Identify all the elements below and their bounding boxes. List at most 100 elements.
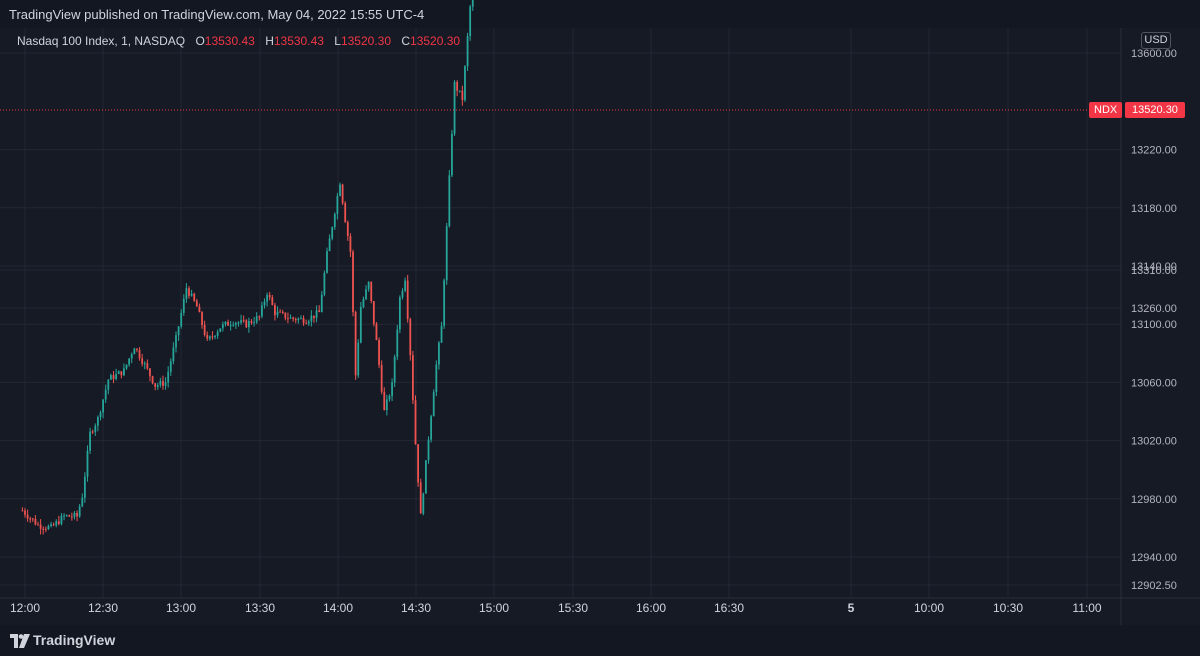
- candle-body: [76, 512, 78, 517]
- candle-body: [393, 356, 396, 383]
- candle-body: [159, 380, 162, 386]
- currency-button[interactable]: USD: [1141, 32, 1171, 49]
- candle-body: [411, 355, 414, 401]
- candle-body: [188, 288, 190, 296]
- candle-body: [237, 322, 240, 324]
- y-tick-label: 13020.00: [1131, 436, 1177, 448]
- candle-body: [125, 364, 128, 369]
- candle-body: [180, 312, 183, 327]
- candle-body: [279, 311, 282, 313]
- candle-body: [73, 512, 76, 517]
- candle-body: [247, 321, 250, 328]
- candle-body: [31, 518, 34, 520]
- candle-body: [451, 133, 453, 176]
- candle-body: [281, 311, 284, 313]
- candle-body: [219, 328, 222, 332]
- tradingview-brand[interactable]: TradingView: [10, 632, 115, 648]
- candle-body: [78, 506, 81, 517]
- candle-body: [380, 364, 383, 392]
- chart-svg[interactable]: 12902.50 12940.00 12980.00 13020.00 13060.00…: [0, 0, 1200, 625]
- candle-body: [242, 320, 245, 322]
- candle-body: [336, 195, 339, 214]
- candle-body: [305, 323, 308, 325]
- open-value: 13530.43: [204, 34, 255, 48]
- y-tick-label: 13180.00: [1131, 203, 1177, 215]
- candle-body: [258, 316, 261, 318]
- candle-body: [333, 213, 336, 228]
- candle-body: [94, 425, 97, 432]
- candle-body: [175, 335, 177, 348]
- candle-body: [107, 379, 110, 390]
- candle-body: [86, 450, 89, 477]
- x-tick-label: 15:30: [558, 601, 588, 615]
- candle-body: [271, 297, 274, 305]
- candle-body: [89, 431, 91, 451]
- candle-body: [294, 318, 297, 321]
- candle-body: [328, 238, 331, 252]
- last-price-label: 13520.30: [1125, 102, 1185, 118]
- candle-body: [339, 184, 341, 196]
- candle-body: [193, 293, 196, 301]
- candle-body: [177, 326, 180, 336]
- published-info: TradingView published on TradingView.com…: [9, 7, 425, 22]
- candle-body: [469, 6, 472, 37]
- candle-body: [263, 301, 266, 306]
- candle-body: [292, 317, 295, 319]
- candle-body: [419, 482, 422, 514]
- candle-body: [357, 342, 360, 376]
- x-tick-label: 14:30: [401, 601, 431, 615]
- candle-body: [42, 528, 45, 530]
- candle-body: [110, 375, 112, 380]
- candle-body: [404, 280, 406, 291]
- candle-body: [448, 175, 451, 227]
- chart-area[interactable]: [0, 28, 1121, 598]
- candle-body: [232, 324, 235, 326]
- candle-body: [190, 293, 193, 296]
- candle-body: [331, 227, 334, 239]
- candle-body: [362, 299, 365, 308]
- candle-body: [471, 0, 474, 7]
- candle-body: [461, 90, 464, 101]
- candle-body: [440, 325, 443, 343]
- candle-body: [198, 306, 201, 313]
- candle-body: [383, 391, 386, 411]
- candle-body: [438, 342, 440, 365]
- candle-body: [396, 329, 399, 357]
- candle-body: [55, 521, 58, 526]
- candle-body: [70, 516, 73, 518]
- candle-body: [172, 347, 175, 362]
- candle-body: [313, 315, 315, 318]
- candle-body: [115, 373, 118, 380]
- x-tick-label: 14:00: [323, 601, 353, 615]
- x-tick-label: 12:00: [10, 601, 40, 615]
- candle-body: [240, 320, 242, 323]
- candle-body: [156, 385, 159, 387]
- candle-body: [297, 318, 300, 321]
- candle-body: [133, 348, 136, 355]
- x-tick-label: 16:30: [714, 601, 744, 615]
- candle-body: [302, 318, 305, 324]
- candle-body: [268, 294, 271, 298]
- candle-body: [146, 363, 149, 369]
- x-tick-label: 10:30: [993, 601, 1023, 615]
- candle-body: [201, 312, 203, 326]
- footer-bar: [0, 625, 1200, 656]
- candle-body: [143, 363, 146, 365]
- top-bar: TradingView published on TradingView.com…: [0, 0, 1200, 28]
- candle-body: [151, 376, 154, 384]
- candle-body: [99, 412, 102, 418]
- candle-body: [128, 358, 131, 365]
- candle-body: [229, 325, 232, 327]
- y-tick-label: 12940.00: [1131, 552, 1177, 564]
- candle-body: [34, 518, 37, 525]
- candle-body: [344, 203, 347, 223]
- candle-body: [216, 331, 219, 336]
- y-tick-label: 12980.00: [1131, 494, 1177, 506]
- candle-body: [432, 392, 435, 417]
- candle-body: [443, 280, 446, 326]
- x-tick-label: 13:30: [245, 601, 275, 615]
- candle-body: [21, 510, 24, 512]
- candle-body: [425, 460, 427, 494]
- candle-body: [206, 334, 209, 339]
- candle-body: [289, 317, 292, 319]
